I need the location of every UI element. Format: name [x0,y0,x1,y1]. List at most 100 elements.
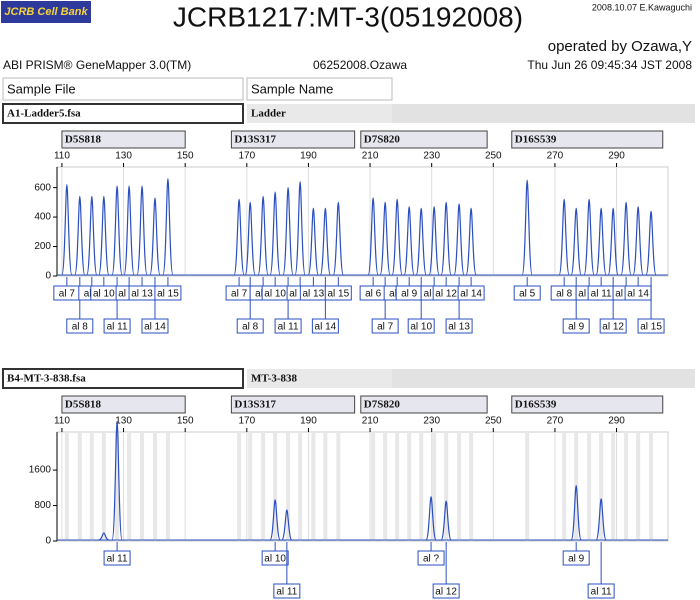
bin [323,432,328,541]
peak [521,179,533,276]
marker-name: D13S317 [234,134,276,146]
x-tick-label: 230 [423,416,440,427]
allele-label: al 12 [435,587,457,598]
bin [77,432,82,541]
col-box [246,77,393,101]
allele-label: al 5 [519,289,536,300]
title: JCRB1217:MT-3(05192008) [173,1,523,32]
bin [273,432,278,541]
x-tick-label: 250 [485,416,502,427]
peak [620,201,632,276]
x-tick-label: 210 [362,151,379,162]
peak [391,198,403,276]
peak [453,203,465,276]
sample-name-box [247,104,392,123]
label-box [261,550,289,566]
x-tick-label: 170 [238,151,255,162]
bin [127,432,132,541]
allele-label: al 10 [93,289,115,300]
bin [636,432,641,541]
allele-label: al 11 [107,322,128,333]
allele-label: al 6 [365,289,382,300]
bin [286,432,291,541]
bin [311,432,316,541]
peak [136,185,148,276]
label-box [445,318,473,334]
marker-box [61,130,186,149]
x-tick-label: 110 [54,151,70,162]
marker-name: D16S539 [515,399,557,411]
bin [649,432,654,541]
peak [123,185,135,276]
y-tick-label: 800 [34,500,51,511]
label-box [154,285,182,301]
date: Thu Jun 26 09:45:34 JST 2008 [527,58,692,72]
marker-box [230,395,356,414]
sample-name: MT-3-838 [251,373,298,385]
marker-box [360,395,488,414]
bin [152,432,157,541]
x-tick-label: 290 [608,151,625,162]
label-box [457,285,485,301]
x-tick-label: 150 [177,151,194,162]
bin [383,432,388,541]
label-box [311,318,339,334]
peak [332,201,344,276]
peak [403,206,415,276]
allele-label: al 13 [448,322,470,333]
peak [415,207,427,276]
marker-box [511,130,664,149]
label-box [103,318,131,334]
marker-name: D7S820 [364,399,401,411]
x-tick-label: 170 [238,416,255,427]
label-box [432,583,460,599]
bin [457,432,462,541]
peak [367,197,379,276]
bin [525,432,530,541]
peak [233,198,245,276]
x-tick-label: 270 [547,416,564,427]
label-box [562,550,590,566]
y-tick-label: 600 [34,182,51,193]
peak [428,206,440,276]
marker-box [511,395,664,414]
label-box [274,318,302,334]
allele-label: al 11 [278,322,299,333]
peak [281,509,293,541]
plot-frame [56,166,669,277]
bin [587,432,592,541]
allele-label: al 15 [327,289,349,300]
logo: JCRB Cell Bank [4,6,88,18]
allele-label: al 9 [401,289,418,300]
marker-name: D7S820 [364,134,401,146]
peak [86,195,98,276]
peak [294,181,306,276]
label-box [371,318,399,334]
peak [74,195,86,276]
peak [149,197,161,276]
x-tick-label: 270 [547,151,564,162]
label-box [103,550,131,566]
peak [595,207,607,276]
col-box [2,77,244,101]
peak [61,184,73,276]
col-name: Sample Name [251,81,333,96]
allele-label: al 10 [264,554,286,565]
allele-label: al 8 [72,322,89,333]
peak [425,496,437,541]
y-tick-label: 400 [34,212,51,223]
y-tick-label: 200 [34,241,51,252]
peak [379,201,391,276]
logo-box [1,1,91,23]
peak [111,185,123,276]
allele-label: al 13 [303,289,325,300]
bin [336,432,341,541]
allele-label: al 10 [264,289,286,300]
label-box [236,318,264,334]
peak [558,198,570,276]
allele-label: al ? [423,554,440,565]
x-tick-label: 130 [115,416,132,427]
bin [237,432,242,541]
